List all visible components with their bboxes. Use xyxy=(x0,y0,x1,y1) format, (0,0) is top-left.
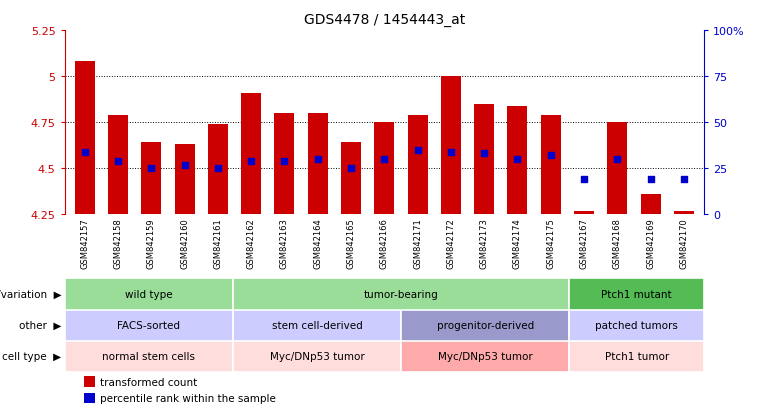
Bar xyxy=(401,341,569,372)
Text: patched tumors: patched tumors xyxy=(595,320,678,330)
Point xyxy=(78,149,91,156)
Bar xyxy=(142,143,161,215)
Bar xyxy=(241,93,261,215)
Bar xyxy=(641,195,661,215)
Bar xyxy=(75,62,94,215)
Bar xyxy=(441,77,461,215)
Bar xyxy=(569,341,704,372)
Text: tumor-bearing: tumor-bearing xyxy=(364,289,438,299)
Point xyxy=(412,147,424,154)
Bar xyxy=(569,279,704,310)
Bar xyxy=(341,143,361,215)
Bar xyxy=(374,123,394,215)
Point xyxy=(645,176,657,183)
Text: wild type: wild type xyxy=(125,289,173,299)
Point xyxy=(511,157,524,163)
Bar xyxy=(233,279,569,310)
Text: Myc/DNp53 tumor: Myc/DNp53 tumor xyxy=(438,351,533,361)
Bar xyxy=(674,211,694,215)
Point xyxy=(178,162,190,169)
Bar xyxy=(233,310,401,341)
Bar xyxy=(307,114,328,215)
Point xyxy=(444,149,457,156)
Text: transformed count: transformed count xyxy=(100,377,197,387)
Bar xyxy=(541,116,561,215)
Bar xyxy=(569,310,704,341)
Point xyxy=(345,166,357,172)
Point xyxy=(378,157,390,163)
Text: Ptch1 mutant: Ptch1 mutant xyxy=(601,289,672,299)
Text: FACS-sorted: FACS-sorted xyxy=(117,320,180,330)
Text: other  ▶: other ▶ xyxy=(19,320,62,330)
Point xyxy=(212,166,224,172)
Bar xyxy=(208,125,228,215)
Text: progenitor-derived: progenitor-derived xyxy=(437,320,534,330)
Bar xyxy=(275,114,295,215)
Point xyxy=(478,151,490,157)
Bar xyxy=(65,310,233,341)
Bar xyxy=(574,211,594,215)
Point xyxy=(678,176,690,183)
Title: GDS4478 / 1454443_at: GDS4478 / 1454443_at xyxy=(304,13,465,27)
Bar xyxy=(65,341,233,372)
Bar xyxy=(508,106,527,215)
Bar xyxy=(401,310,569,341)
Text: normal stem cells: normal stem cells xyxy=(102,351,196,361)
Bar xyxy=(108,116,128,215)
Text: genotype/variation  ▶: genotype/variation ▶ xyxy=(0,289,62,299)
Text: percentile rank within the sample: percentile rank within the sample xyxy=(100,394,275,404)
Point xyxy=(578,176,590,183)
Point xyxy=(545,153,557,159)
Point xyxy=(312,157,324,163)
Bar xyxy=(84,393,95,403)
Text: Ptch1 tumor: Ptch1 tumor xyxy=(604,351,669,361)
Bar xyxy=(174,145,195,215)
Bar xyxy=(474,104,494,215)
Bar xyxy=(233,341,401,372)
Point xyxy=(279,158,291,165)
Point xyxy=(112,158,124,165)
Bar xyxy=(84,377,95,387)
Text: cell type  ▶: cell type ▶ xyxy=(2,351,62,361)
Point xyxy=(611,157,623,163)
Point xyxy=(245,158,257,165)
Text: Myc/DNp53 tumor: Myc/DNp53 tumor xyxy=(269,351,365,361)
Bar xyxy=(65,279,233,310)
Bar xyxy=(607,123,627,215)
Point xyxy=(145,166,158,172)
Text: stem cell-derived: stem cell-derived xyxy=(272,320,362,330)
Bar xyxy=(408,116,428,215)
